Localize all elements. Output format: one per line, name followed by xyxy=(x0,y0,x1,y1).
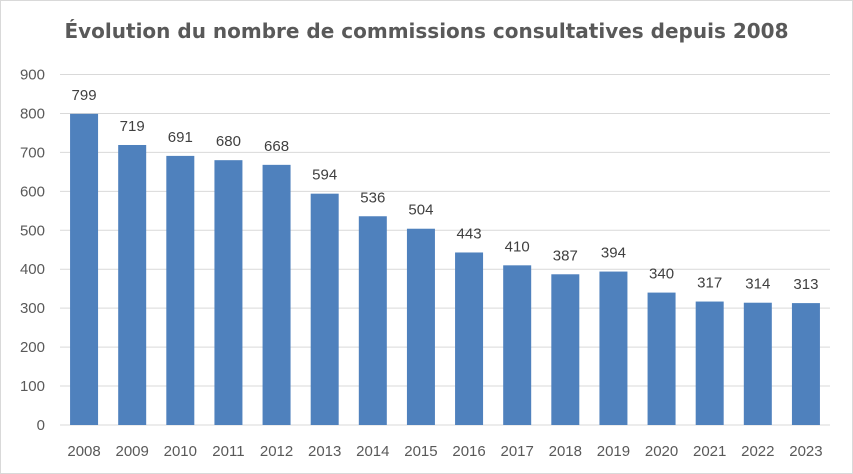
x-tick-label: 2013 xyxy=(308,443,341,460)
x-tick-label: 2020 xyxy=(645,443,678,460)
y-tick-label: 100 xyxy=(20,378,45,395)
y-tick-label: 500 xyxy=(20,222,45,239)
data-label: 504 xyxy=(408,202,433,219)
y-tick-label: 600 xyxy=(20,183,45,200)
bar-2012 xyxy=(262,164,291,425)
x-tick-label: 2015 xyxy=(404,443,437,460)
y-tick-label: 0 xyxy=(37,417,45,434)
data-label: 314 xyxy=(745,276,770,293)
bar-2010 xyxy=(166,155,195,425)
y-tick-label: 200 xyxy=(20,339,45,356)
bar-2018 xyxy=(551,274,580,425)
data-label: 394 xyxy=(601,245,626,262)
x-tick-label: 2022 xyxy=(741,443,774,460)
bar-2023 xyxy=(791,303,820,425)
y-tick-label: 300 xyxy=(20,300,45,317)
x-tick-label: 2023 xyxy=(789,443,822,460)
data-label: 799 xyxy=(72,87,97,104)
x-tick-label: 2019 xyxy=(597,443,630,460)
bar-2008 xyxy=(70,113,99,425)
x-tick-label: 2017 xyxy=(501,443,534,460)
x-tick-label: 2016 xyxy=(452,443,485,460)
data-label: 719 xyxy=(120,118,145,135)
bar-2022 xyxy=(743,302,772,425)
chart-title: Évolution du nombre de commissions consu… xyxy=(64,19,789,43)
x-tick-label: 2008 xyxy=(67,443,100,460)
bar-2013 xyxy=(310,193,339,425)
x-tick-label: 2009 xyxy=(116,443,149,460)
data-label: 691 xyxy=(168,129,193,146)
data-label: 594 xyxy=(312,167,337,184)
data-label: 443 xyxy=(457,225,482,242)
x-tick-label: 2014 xyxy=(356,443,389,460)
bar-2019 xyxy=(599,271,628,425)
y-tick-label: 400 xyxy=(20,261,45,278)
data-label: 536 xyxy=(360,189,385,206)
data-label: 313 xyxy=(793,276,818,293)
data-label: 340 xyxy=(649,266,674,283)
bar-2015 xyxy=(406,228,435,425)
bar-2014 xyxy=(358,216,387,425)
y-tick-label: 700 xyxy=(20,144,45,161)
x-tick-label: 2010 xyxy=(164,443,197,460)
data-label: 387 xyxy=(553,247,578,264)
bar-2020 xyxy=(647,292,676,425)
bar-2016 xyxy=(455,252,484,425)
x-tick-label: 2012 xyxy=(260,443,293,460)
data-label: 410 xyxy=(505,238,530,255)
data-label: 317 xyxy=(697,275,722,292)
x-tick-label: 2021 xyxy=(693,443,726,460)
y-tick-label: 900 xyxy=(20,67,45,84)
bar-2017 xyxy=(503,265,532,425)
x-tick-label: 2011 xyxy=(212,443,244,460)
x-tick-label: 2018 xyxy=(549,443,582,460)
data-label: 668 xyxy=(264,138,289,155)
bar-2011 xyxy=(214,160,243,425)
data-label: 680 xyxy=(216,133,241,150)
bar-2021 xyxy=(695,301,724,425)
y-tick-label: 800 xyxy=(20,105,45,122)
bar-2009 xyxy=(118,144,147,425)
